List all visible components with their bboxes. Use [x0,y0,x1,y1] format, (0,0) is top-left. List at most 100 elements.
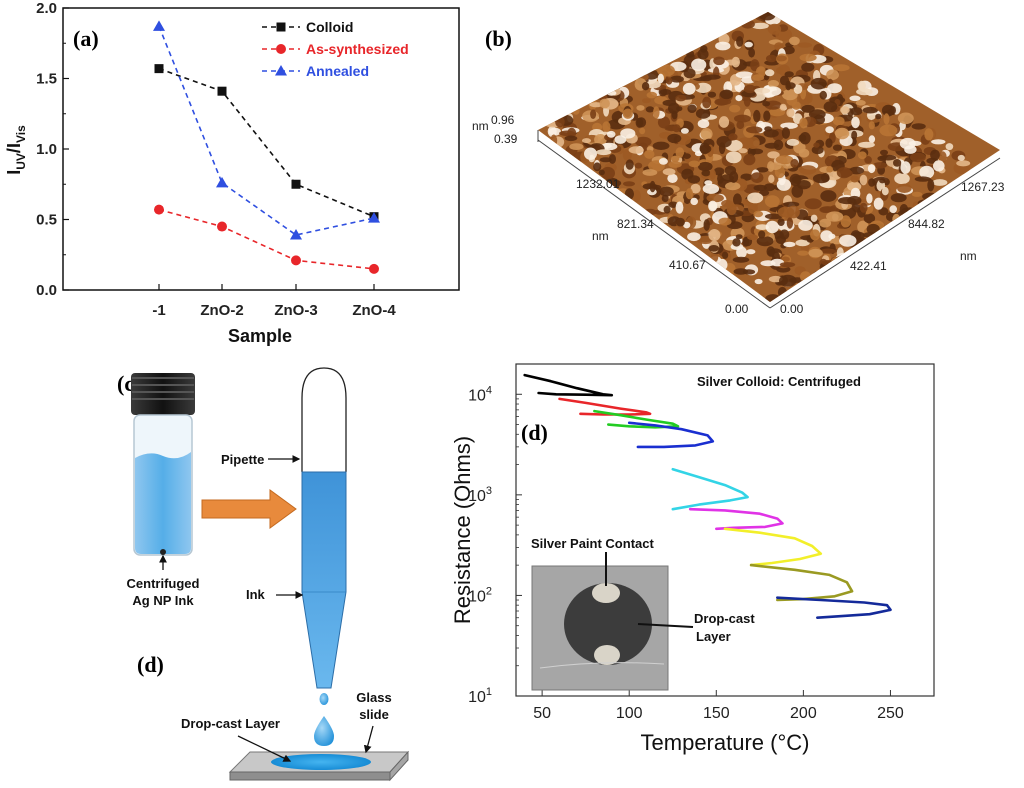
afm-grain [883,113,890,125]
afm-grain [703,74,721,80]
data-point [216,176,228,188]
x-tick-label: 200 [790,705,817,722]
slide-side [389,750,409,782]
afm-grain [812,173,830,184]
afm-grain [582,138,591,144]
afm-grain [910,152,926,163]
afm-grain [789,36,800,46]
afm-grain [783,201,800,208]
afm-grain [820,248,836,254]
afm-grain [635,136,652,147]
afm-grain [930,149,940,161]
afm-grain [668,201,679,208]
afm-grain [652,141,670,150]
data-point [369,263,379,274]
drop-cast-layer [271,754,371,770]
data-point [290,229,302,240]
afm-grain [938,151,947,163]
afm-grain [701,169,711,177]
afm-grain [729,104,741,113]
afm-grain [743,84,757,94]
afm-grain [924,128,934,141]
series-cycle-8 [749,563,854,602]
afm-grain [867,164,876,174]
afm-grain [808,248,823,258]
series-annealed [153,20,380,240]
afm-grain [659,186,674,197]
afm-grain [548,127,562,136]
afm-grain [672,124,681,133]
afm-grain [572,106,580,115]
afm-grain [751,22,769,30]
afm-grain [767,23,782,35]
afm-grain [707,91,717,98]
afm-grain [758,12,776,21]
afm-grain [781,256,790,262]
afm-grain [625,159,634,170]
afm-grain [584,147,597,160]
afm-grain [735,234,743,240]
afm-grain [645,80,661,89]
afm-grain [683,221,691,229]
series-cycle-1 [523,373,614,397]
afm-grain [635,117,644,128]
afm-grain [620,128,636,139]
glass-label: Glass [356,690,391,705]
afm-grain [658,158,668,165]
afm-grain [889,205,897,214]
series-as-synthesized [154,204,379,274]
afm-grain [863,213,876,224]
afm-grain [746,249,756,255]
afm-grain [838,197,856,205]
x-axis: -1 ZnO-2 ZnO-3 ZnO-4 [152,284,396,319]
afm-grain [804,198,822,210]
afm-grain [834,127,850,140]
drop-cast-label: Drop-cast Layer [181,716,280,731]
afm-grain [662,168,676,176]
afm-grain [593,162,602,172]
afm-grain [780,122,798,129]
afm-grain [569,143,584,151]
afm-grain [799,117,808,129]
transfer-arrow [201,489,297,529]
x-tick-label: 50 [533,705,551,722]
plot-frame [515,363,935,697]
afm-grain [657,73,664,84]
afm-grain [606,90,617,96]
series-cycle-9 [776,596,892,619]
afm-grain [840,106,850,114]
afm-grain [825,126,834,134]
afm-grain [756,236,774,247]
afm-grain [775,155,794,165]
data-point [154,64,164,74]
vial-ink [135,452,191,554]
afm-grain [868,121,875,130]
afm-grain [786,108,795,118]
afm-grain [721,199,734,208]
afm-grain [820,206,836,213]
afm-grain [819,90,827,100]
afm-grain [743,153,756,166]
panel-label-b: (b) [485,26,512,51]
afm-grain [764,86,782,96]
afm-grain [767,151,780,159]
panel-b-afm-surface: (b) nm 0.96 0.39 1232.01 821.34 nm 410.6… [472,12,1005,316]
x-tick-label: 250 [877,705,904,722]
afm-grain [855,100,866,106]
inset-silver-label: Silver Paint Contact [531,536,654,551]
x-tick-label: 100 [616,705,643,722]
legend-label: As-synthesized [306,41,409,57]
x-axis-label: Temperature (°C) [641,730,810,755]
afm-grain [781,127,791,139]
afm-grain [878,235,895,248]
afm-grain [700,128,713,140]
afm-grain [811,145,824,155]
afm-grain [769,162,782,170]
data-point [291,255,301,266]
afm-grain [769,108,786,117]
afm-grain [810,229,821,241]
vial [131,373,195,556]
vial-cap [131,373,195,415]
afm-grain [879,124,898,137]
afm-grain [691,58,707,71]
